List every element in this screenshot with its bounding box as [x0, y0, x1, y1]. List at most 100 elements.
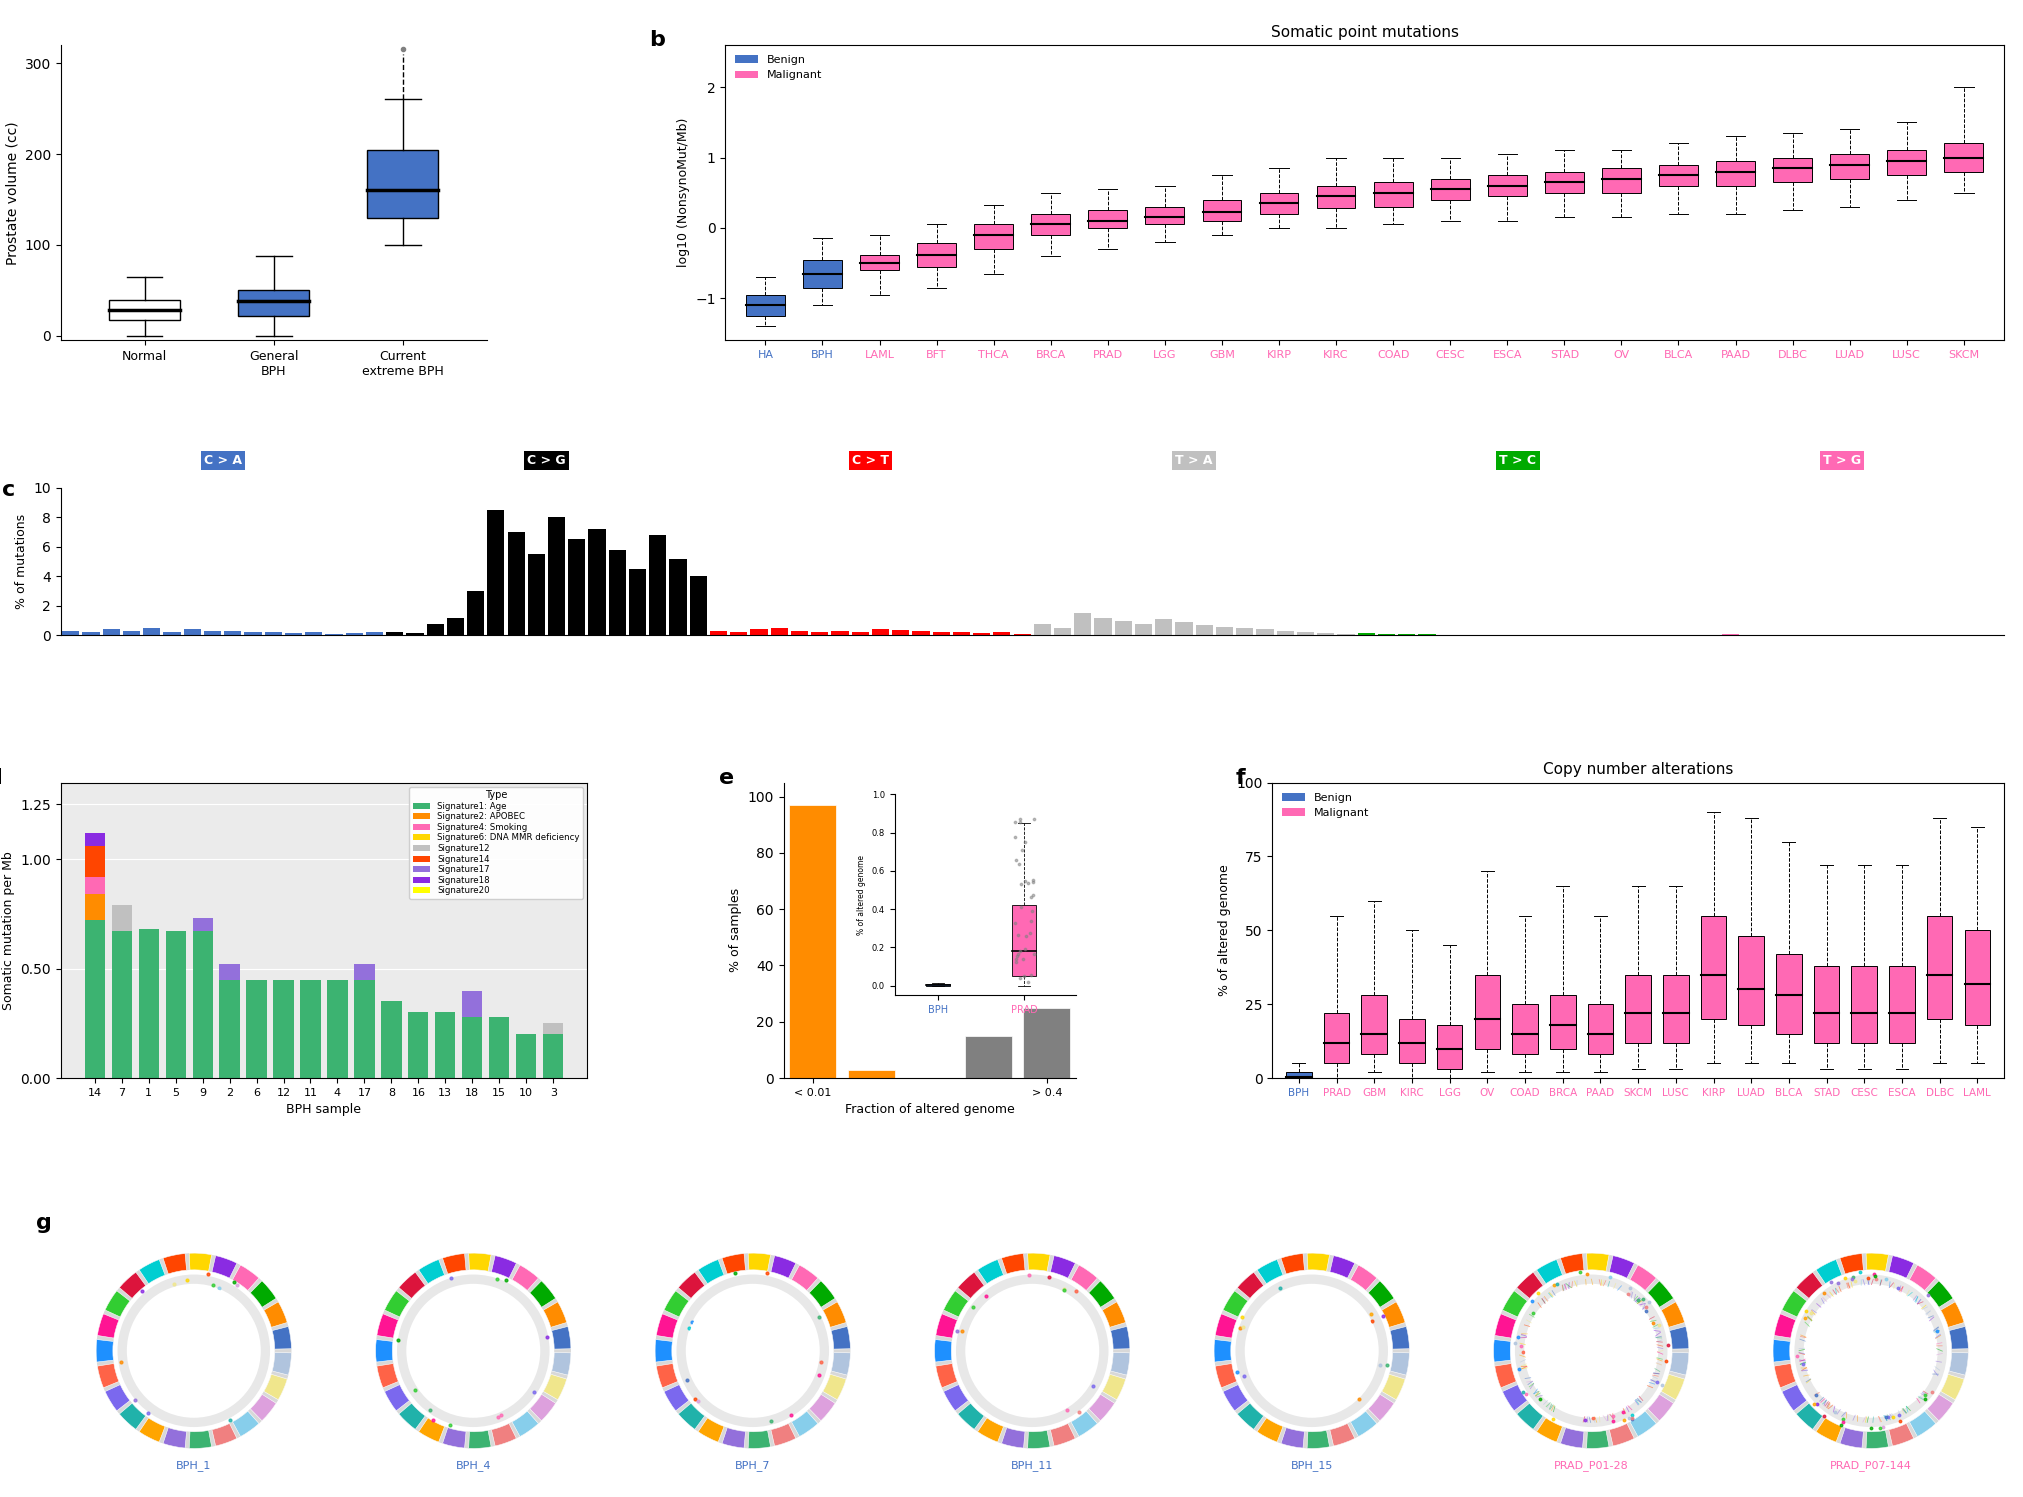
Wedge shape — [1794, 1274, 1946, 1427]
Bar — [1024, 1007, 1070, 1078]
Wedge shape — [469, 1430, 492, 1449]
Wedge shape — [791, 1412, 817, 1437]
Bar — [528, 554, 544, 635]
FancyBboxPatch shape — [109, 299, 180, 319]
Wedge shape — [105, 1385, 129, 1410]
Bar — [366, 632, 382, 635]
FancyBboxPatch shape — [1624, 975, 1651, 1042]
Bar — [192, 931, 212, 1078]
Wedge shape — [935, 1253, 1129, 1449]
Bar — [225, 630, 241, 635]
Bar — [568, 539, 585, 635]
Wedge shape — [105, 1290, 129, 1317]
Wedge shape — [1495, 1364, 1515, 1388]
Wedge shape — [97, 1314, 119, 1338]
Bar — [123, 630, 140, 635]
FancyBboxPatch shape — [1586, 1004, 1612, 1054]
Bar — [1054, 629, 1070, 635]
Bar — [811, 632, 827, 635]
Wedge shape — [722, 1253, 744, 1274]
Wedge shape — [935, 1340, 951, 1362]
FancyBboxPatch shape — [1776, 954, 1800, 1034]
FancyBboxPatch shape — [1885, 151, 1926, 175]
Bar — [111, 931, 131, 1078]
Wedge shape — [212, 1424, 237, 1446]
Bar — [1256, 630, 1272, 635]
Bar — [273, 979, 293, 1078]
Bar — [299, 979, 320, 1078]
Wedge shape — [1513, 1274, 1667, 1427]
Wedge shape — [443, 1253, 465, 1274]
Wedge shape — [376, 1340, 392, 1362]
FancyBboxPatch shape — [1436, 1025, 1463, 1069]
Wedge shape — [1940, 1302, 1962, 1328]
Wedge shape — [1493, 1253, 1687, 1449]
Wedge shape — [1780, 1290, 1807, 1317]
Wedge shape — [977, 1418, 1003, 1442]
Y-axis label: % of samples: % of samples — [728, 888, 742, 973]
X-axis label: BPH sample: BPH sample — [287, 1103, 362, 1117]
Wedge shape — [1586, 1430, 1608, 1449]
FancyBboxPatch shape — [916, 244, 955, 266]
Bar — [285, 633, 301, 635]
Wedge shape — [1560, 1428, 1584, 1448]
Wedge shape — [95, 1253, 291, 1449]
Bar — [1034, 624, 1050, 635]
Wedge shape — [1772, 1340, 1790, 1362]
Wedge shape — [119, 1403, 146, 1430]
Wedge shape — [1669, 1352, 1687, 1376]
FancyBboxPatch shape — [746, 295, 785, 316]
Wedge shape — [1661, 1302, 1683, 1328]
Wedge shape — [542, 1374, 566, 1400]
Circle shape — [688, 1286, 817, 1416]
Wedge shape — [1501, 1385, 1527, 1410]
Text: BPH_15: BPH_15 — [1291, 1461, 1333, 1472]
Bar — [542, 1024, 562, 1034]
Wedge shape — [1307, 1430, 1329, 1449]
Wedge shape — [1390, 1352, 1408, 1376]
Wedge shape — [1256, 1259, 1283, 1284]
Wedge shape — [1222, 1290, 1248, 1317]
Wedge shape — [1815, 1259, 1841, 1284]
Wedge shape — [791, 1265, 817, 1290]
Wedge shape — [271, 1326, 291, 1349]
Bar — [265, 632, 281, 635]
Bar — [488, 510, 504, 635]
Wedge shape — [1236, 1403, 1262, 1430]
Wedge shape — [1772, 1253, 1968, 1449]
Wedge shape — [655, 1364, 678, 1388]
Wedge shape — [823, 1374, 846, 1400]
FancyBboxPatch shape — [1361, 996, 1386, 1054]
Bar — [670, 558, 686, 635]
Text: d: d — [0, 768, 2, 787]
Wedge shape — [1948, 1326, 1966, 1349]
Text: T > A: T > A — [1175, 454, 1212, 467]
Circle shape — [409, 1286, 538, 1416]
Bar — [407, 633, 423, 635]
Bar — [508, 531, 524, 635]
Wedge shape — [1214, 1364, 1236, 1388]
Wedge shape — [1887, 1424, 1914, 1446]
Bar — [973, 633, 989, 635]
Bar — [111, 906, 131, 931]
Text: PRAD_P01-28: PRAD_P01-28 — [1554, 1461, 1629, 1472]
Bar — [730, 632, 746, 635]
Wedge shape — [1948, 1352, 1966, 1376]
Wedge shape — [1368, 1281, 1394, 1307]
Wedge shape — [1307, 1253, 1329, 1271]
Circle shape — [1246, 1286, 1376, 1416]
Bar — [629, 569, 645, 635]
Wedge shape — [1908, 1412, 1934, 1437]
Bar — [461, 991, 481, 1016]
Wedge shape — [1281, 1253, 1305, 1274]
Wedge shape — [1661, 1374, 1683, 1400]
Text: BPH_7: BPH_7 — [734, 1461, 771, 1472]
Bar — [144, 629, 160, 635]
Wedge shape — [1329, 1424, 1353, 1446]
Wedge shape — [664, 1385, 688, 1410]
FancyBboxPatch shape — [1430, 178, 1469, 199]
FancyBboxPatch shape — [1699, 916, 1726, 1019]
Bar — [965, 1036, 1012, 1078]
Bar — [490, 1016, 510, 1078]
Bar — [467, 591, 483, 635]
